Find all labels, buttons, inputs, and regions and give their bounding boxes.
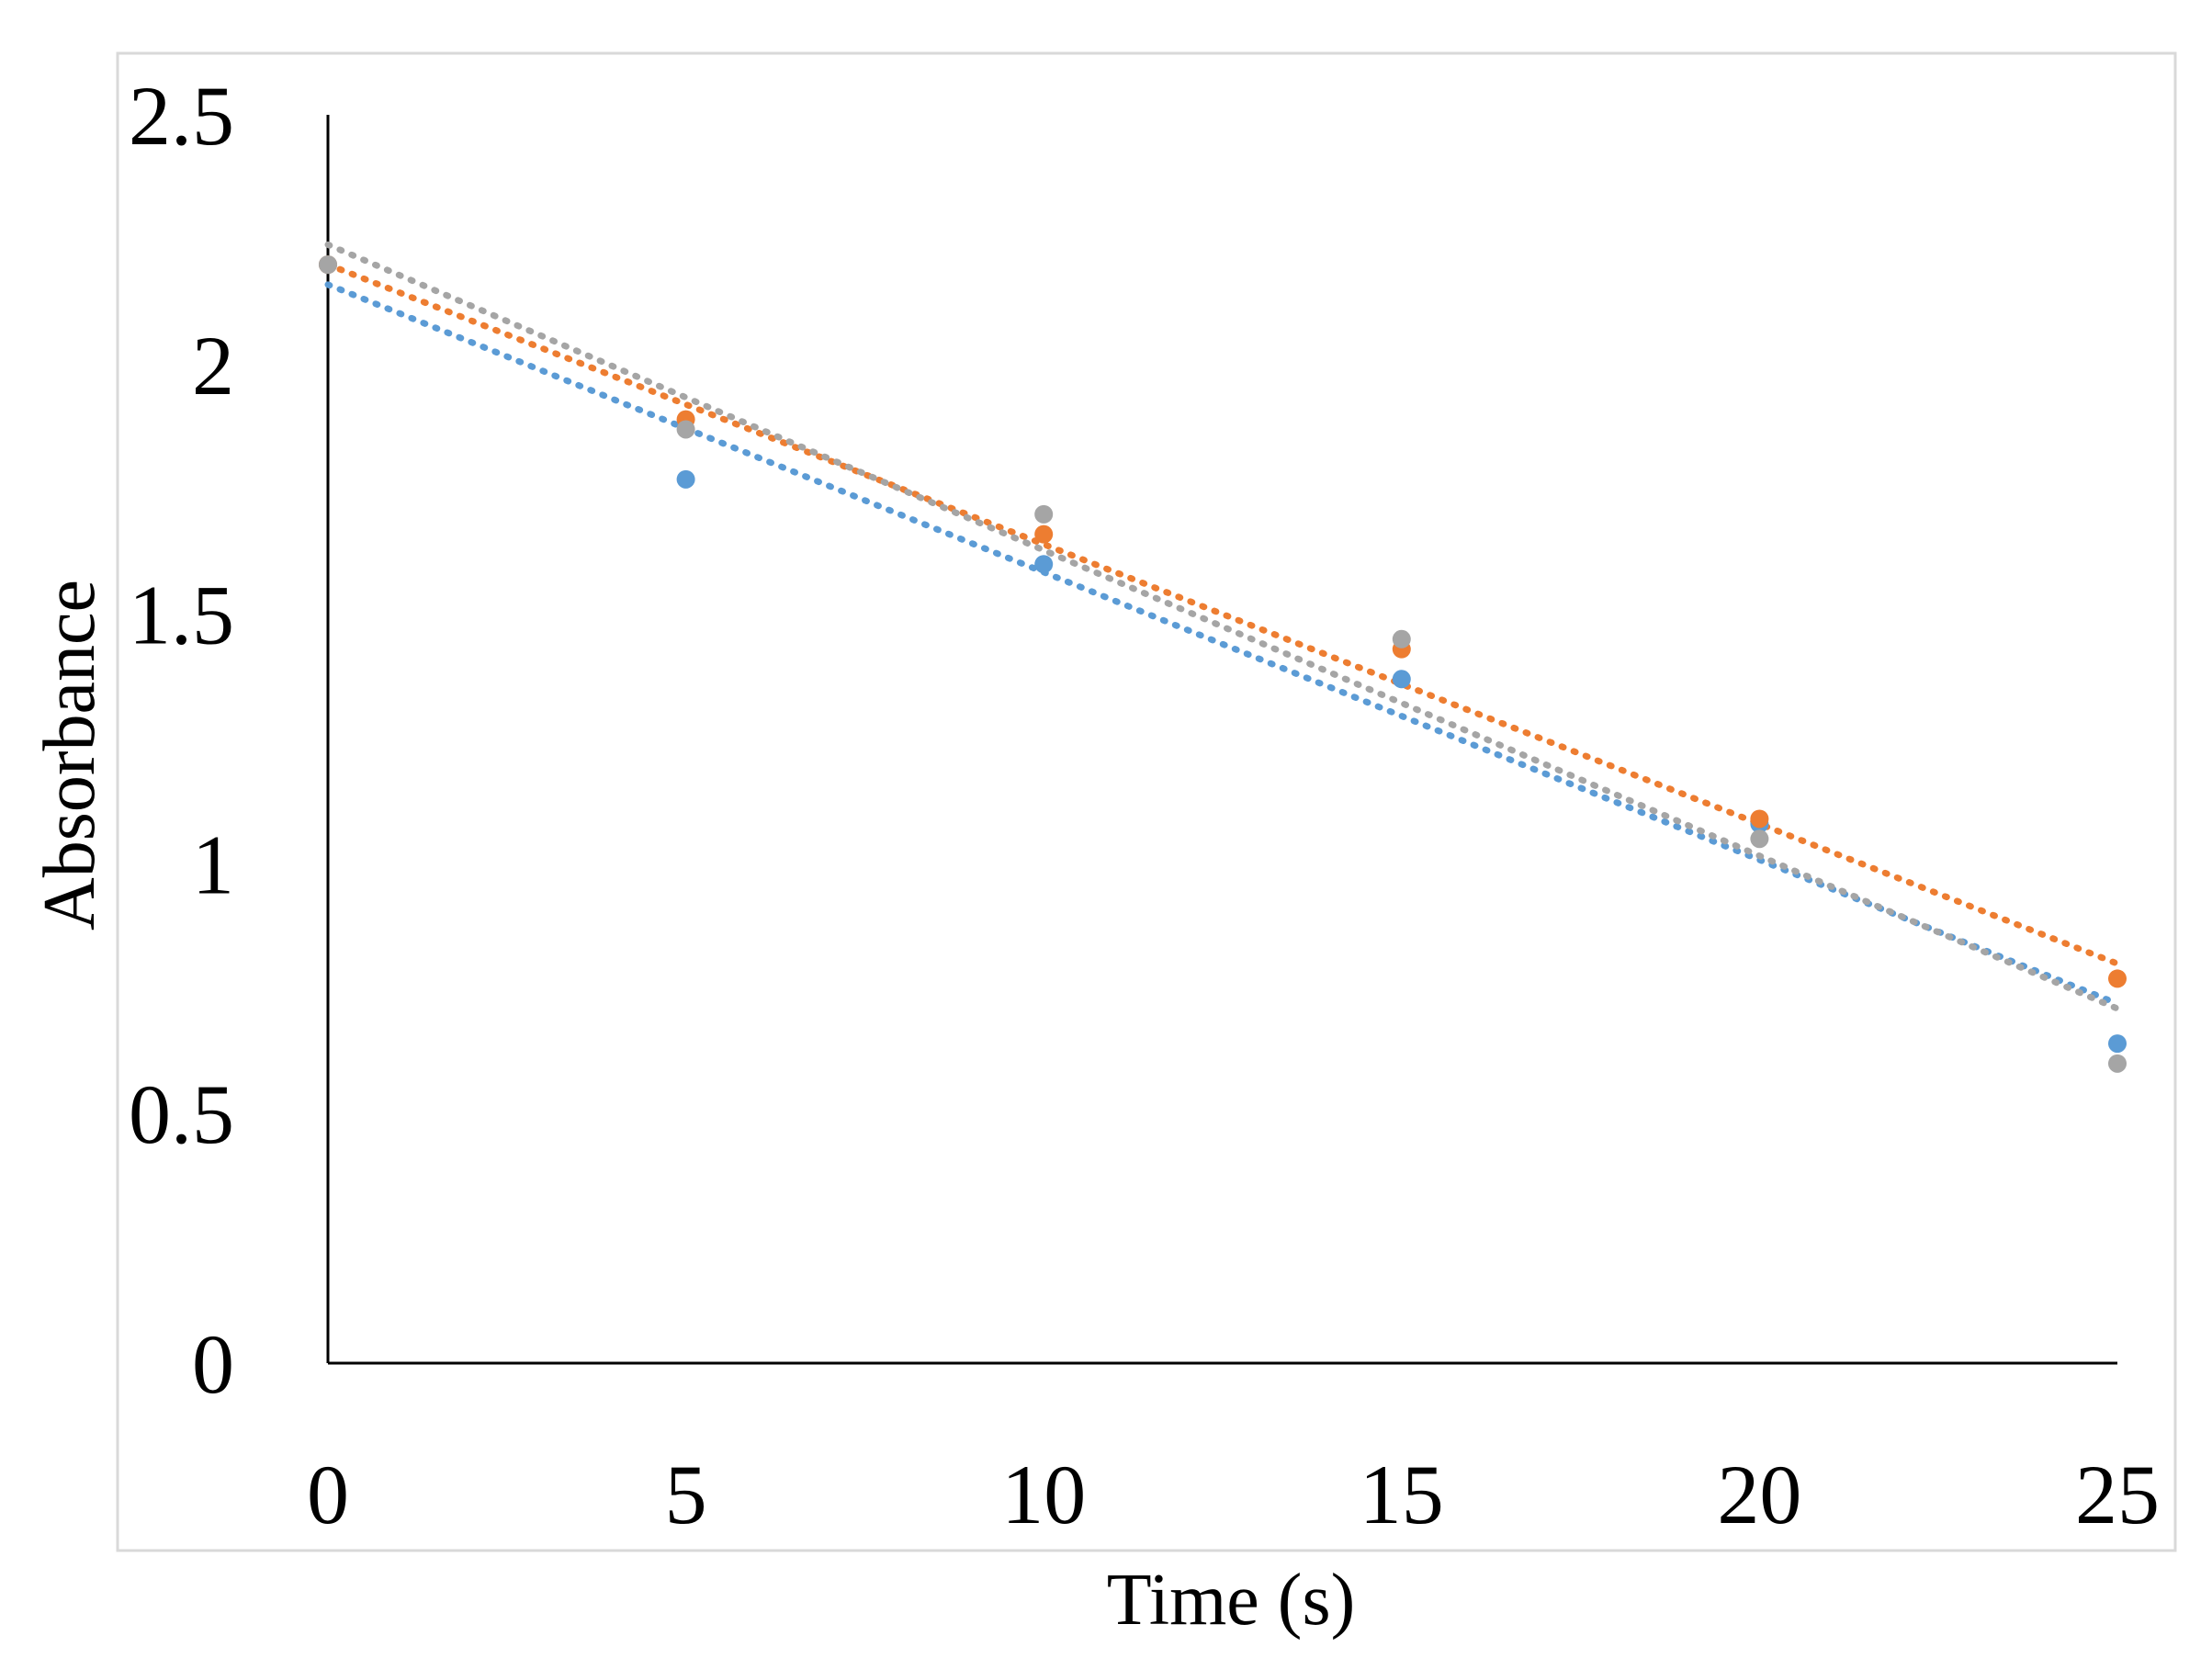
series-blue-point: [676, 469, 695, 489]
series-gray-point: [2108, 1054, 2127, 1073]
x-tick-label: 25: [2075, 1448, 2160, 1541]
series-orange-trendline: [324, 261, 2121, 967]
x-tick-label: 10: [1001, 1448, 1086, 1541]
series-blue-point: [2108, 1034, 2127, 1054]
series-gray-point: [1034, 504, 1054, 524]
series-gray-point: [1392, 629, 1411, 649]
points-group: [319, 255, 2127, 1073]
series-orange-point: [1750, 809, 1769, 829]
y-axis-title: Absorbance: [29, 580, 110, 931]
x-tick-label: 0: [307, 1448, 349, 1541]
y-tick-label: 0: [192, 1317, 234, 1411]
series-gray-trendline: [324, 241, 2121, 1012]
y-tick-label: 1.5: [129, 569, 234, 662]
chart-border: [116, 51, 2177, 1552]
series-gray-point: [319, 255, 337, 275]
trendlines-group: [324, 241, 2121, 1012]
series-blue-point: [1392, 670, 1411, 689]
y-tick-label: 2.5: [129, 69, 234, 163]
x-axis-title: Time (s): [1107, 1560, 1355, 1641]
series-blue-point: [1034, 555, 1054, 574]
x-tick-label: 15: [1360, 1448, 1444, 1541]
series-gray-point: [676, 420, 695, 439]
y-tick-label: 1: [192, 818, 234, 911]
y-tick-labels: 0 0.5 1 1.5 2 2.5: [129, 69, 234, 1411]
x-tick-label: 20: [1717, 1448, 1801, 1541]
y-tick-label: 2: [192, 319, 234, 412]
series-orange-point: [1034, 524, 1054, 544]
y-tick-label: 0.5: [129, 1067, 234, 1161]
x-tick-labels: 0 5 10 15 20 25: [307, 1448, 2160, 1541]
x-tick-label: 5: [665, 1448, 707, 1541]
series-orange-point: [2108, 969, 2127, 988]
series-gray-point: [1750, 829, 1769, 849]
